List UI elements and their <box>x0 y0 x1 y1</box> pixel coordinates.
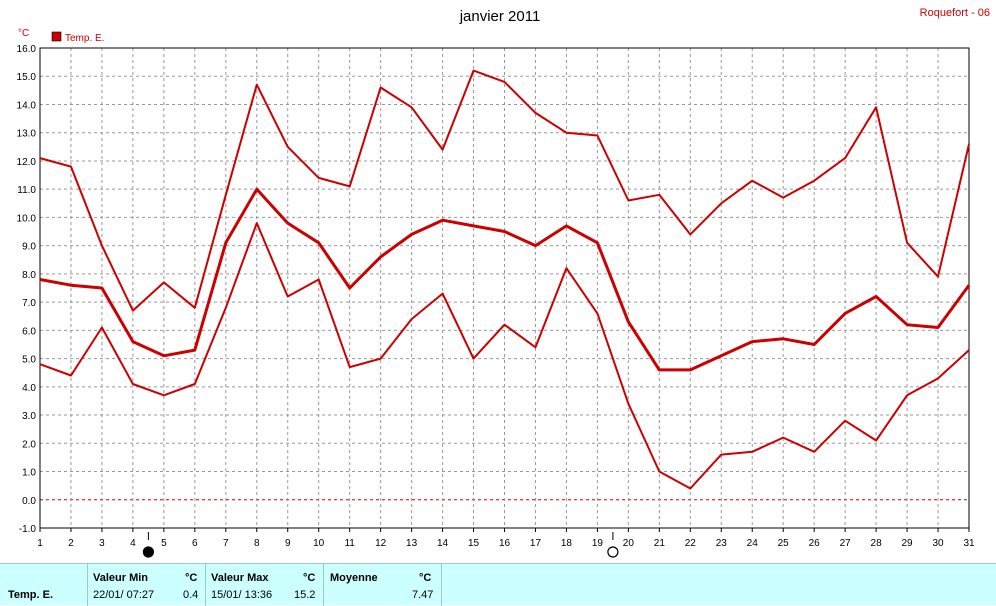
y-tick-label: 11.0 <box>17 185 36 196</box>
summary-bar: Temp. E. Valeur Min °C 22/01/ 07:27 0.4 … <box>0 563 996 606</box>
y-tick-label: 13.0 <box>17 129 37 140</box>
summary-max-unit: °C <box>303 572 316 584</box>
x-tick-label: 30 <box>932 538 944 549</box>
x-tick-label: 26 <box>809 538 821 549</box>
x-tick-label: 20 <box>623 538 635 549</box>
x-tick-label: 15 <box>468 538 480 549</box>
y-tick-label: 0.0 <box>22 496 36 507</box>
series-line-mean <box>39 187 971 372</box>
summary-max-when: 15/01/ 13:36 <box>211 589 273 601</box>
summary-max-cell: Valeur Max °C 15/01/ 13:36 15.2 <box>206 564 324 606</box>
series-line-min <box>39 222 970 490</box>
new-moon-icon <box>142 546 154 558</box>
y-tick-label: 3.0 <box>22 411 36 422</box>
summary-mean-unit: °C <box>419 572 432 584</box>
y-tick-label: 1.0 <box>22 468 36 479</box>
x-tick-label: 29 <box>902 538 914 549</box>
summary-max-value: 15.2 <box>294 589 316 601</box>
x-tick-label: 11 <box>344 538 355 549</box>
summary-mean-cell: Moyenne °C 7.47 <box>324 564 442 606</box>
x-tick-label: 18 <box>561 538 573 549</box>
x-tick-label: 25 <box>778 538 790 549</box>
summary-min-unit: °C <box>185 572 198 584</box>
legend-swatch <box>51 31 62 42</box>
y-tick-label: 8.0 <box>22 270 36 281</box>
summary-series-cell: Temp. E. <box>0 564 88 606</box>
x-tick-label: 2 <box>68 538 74 549</box>
y-tick-label: 7.0 <box>22 298 36 309</box>
summary-max-label: Valeur Max <box>211 572 269 584</box>
y-tick-label: 10.0 <box>17 213 37 224</box>
x-tick-label: 21 <box>654 538 666 549</box>
location-label: Roquefort - 06 <box>920 7 990 19</box>
x-tick-label: 17 <box>530 538 542 549</box>
y-tick-label: 2.0 <box>22 439 36 450</box>
temperature-chart: janvier 2011 Roquefort - 06 °C Temp. E. … <box>17 7 990 558</box>
x-tick-label: 28 <box>871 538 883 549</box>
y-axis-unit: °C <box>18 28 29 39</box>
x-tick-label: 19 <box>592 538 604 549</box>
chart-title: janvier 2011 <box>459 8 541 25</box>
x-tick-label: 1 <box>37 538 43 549</box>
legend-label: Temp. E. <box>65 33 104 44</box>
x-tick-label: 12 <box>375 538 387 549</box>
x-tick-label: 7 <box>223 538 229 549</box>
y-tick-label: 4.0 <box>22 383 36 394</box>
x-tick-label: 31 <box>963 538 975 549</box>
x-tick-label: 27 <box>840 538 852 549</box>
x-tick-label: 9 <box>285 538 291 549</box>
y-tick-label: 6.0 <box>22 326 36 337</box>
x-tick-label: 22 <box>685 538 697 549</box>
y-tick-label: 12.0 <box>17 157 37 168</box>
summary-min-value: 0.4 <box>183 589 199 601</box>
summary-mean-value: 7.47 <box>412 589 434 601</box>
x-tick-label: 3 <box>99 538 105 549</box>
x-tick-label: 23 <box>716 538 728 549</box>
y-tick-label: 16.0 <box>17 44 37 55</box>
x-tick-label: 24 <box>747 538 759 549</box>
x-tick-label: 16 <box>499 538 511 549</box>
summary-series-name: Temp. E. <box>8 589 54 601</box>
summary-min-label: Valeur Min <box>93 572 149 584</box>
full-moon-icon <box>607 546 619 558</box>
x-tick-label: 5 <box>161 538 167 549</box>
y-tick-label: 14.0 <box>17 100 37 111</box>
summary-min-cell: Valeur Min °C 22/01/ 07:27 0.4 <box>88 564 206 606</box>
y-tick-label: -1.0 <box>19 524 37 535</box>
y-tick-label: 5.0 <box>22 355 36 366</box>
series-line-max <box>39 69 970 312</box>
summary-min-when: 22/01/ 07:27 <box>93 589 155 601</box>
x-tick-label: 13 <box>406 538 418 549</box>
x-tick-label: 10 <box>313 538 325 549</box>
y-tick-label: 9.0 <box>22 242 36 253</box>
y-tick-label: 15.0 <box>17 72 37 83</box>
x-tick-label: 8 <box>254 538 260 549</box>
x-tick-label: 4 <box>130 538 136 549</box>
x-tick-label: 14 <box>437 538 449 549</box>
summary-mean-label: Moyenne <box>330 572 378 584</box>
x-tick-label: 6 <box>192 538 198 549</box>
